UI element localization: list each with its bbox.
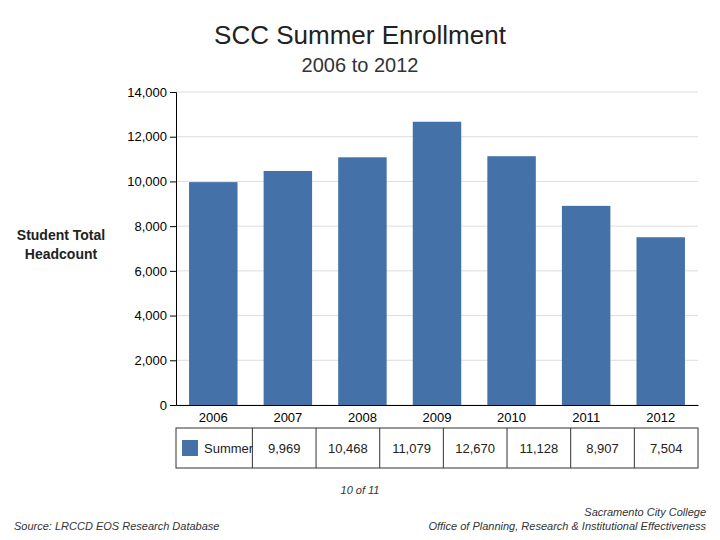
- grid: [176, 92, 698, 405]
- table-value: 7,504: [650, 441, 683, 456]
- table-value: 11,128: [519, 441, 558, 456]
- bar: [189, 182, 237, 405]
- tick: 4,000: [134, 308, 176, 323]
- legend-divider: [443, 428, 444, 468]
- title: SCC Summer Enrollment: [214, 20, 507, 50]
- tick: 6,000: [134, 264, 176, 279]
- annotation: 10 of 11: [341, 484, 380, 496]
- y-axis-label-line: Student Total: [17, 227, 105, 243]
- tick-label: 2012: [646, 410, 675, 425]
- tick: 12,000: [127, 129, 176, 144]
- tick-label: 12,000: [127, 129, 167, 144]
- tick-mark: [170, 405, 176, 406]
- bar: [338, 157, 386, 405]
- tick-mark: [170, 360, 176, 361]
- table-value: 10,468: [328, 441, 368, 456]
- y-axis-label-line: Headcount: [25, 246, 98, 262]
- tick-mark: [170, 226, 176, 227]
- tick-label: 2011: [572, 410, 600, 425]
- tick: 2008: [348, 410, 377, 425]
- table-value: 11,079: [392, 441, 431, 456]
- tick: 14,000: [127, 85, 176, 100]
- tick: 2006: [199, 410, 228, 425]
- axis-line: [170, 93, 177, 406]
- legend-divider: [379, 428, 380, 468]
- bar: [636, 237, 684, 405]
- tick: 0: [160, 398, 176, 413]
- tick-label: 10,000: [127, 174, 167, 189]
- bar: [264, 171, 312, 405]
- tick-mark: [170, 137, 176, 138]
- bar: [413, 122, 461, 405]
- grid-line: [176, 92, 698, 93]
- tick: 8,000: [134, 219, 176, 234]
- tick: 2,000: [134, 353, 176, 368]
- tick: 2012: [646, 410, 675, 425]
- axis-line: [177, 405, 699, 406]
- tick-label: 2008: [348, 410, 377, 425]
- tick-mark: [170, 181, 176, 182]
- footer: 10 of 11 Source: LRCCD EOS Research Datab…: [14, 484, 706, 532]
- tick-label: 2009: [423, 410, 452, 425]
- subtitle: 2006 to 2012: [302, 54, 419, 76]
- tick-mark: [170, 316, 176, 317]
- annotation: Sacramento City College: [584, 506, 706, 518]
- legend-divider: [316, 428, 317, 468]
- bar: [562, 206, 610, 405]
- y-axis: 0 2,000 4,000 6,000 8,000 10,000 12,000 14,000: [127, 85, 176, 413]
- tick-label: 14,000: [127, 85, 167, 100]
- tick-label: 6,000: [134, 264, 167, 279]
- tick: 2009: [423, 410, 452, 425]
- x-axis: 2006 2007 2008 2009 2010 2011 2012: [177, 406, 699, 426]
- tick-label: 2,000: [134, 353, 167, 368]
- tick-label: 2010: [497, 410, 526, 425]
- tick: 2011: [572, 410, 600, 425]
- table-value: 9,969: [268, 441, 301, 456]
- table-value: 12,670: [455, 441, 495, 456]
- tick-label: 2006: [199, 410, 228, 425]
- table-value: 8,907: [586, 441, 619, 456]
- tick-mark: [170, 271, 176, 272]
- tick-label: 2007: [273, 410, 302, 425]
- y-axis-label: Student Total Headcount: [17, 227, 105, 262]
- legend-frame: [176, 428, 698, 468]
- bar: [487, 156, 535, 405]
- legend-swatch: [182, 440, 198, 456]
- tick: 10,000: [127, 174, 176, 189]
- tick-label: 0: [160, 398, 167, 413]
- tick-label: 8,000: [134, 219, 167, 234]
- tick: 2007: [273, 410, 302, 425]
- legend: Summer 9,969 10,468 11,079 12,670 11,128 8,907…: [176, 428, 698, 468]
- legend-divider: [634, 428, 635, 468]
- tick-mark: [170, 92, 176, 93]
- tick: 2010: [497, 410, 526, 425]
- annotation: Office of Planning, Research & Instituti…: [428, 520, 706, 532]
- annotation: Source: LRCCD EOS Research Database: [14, 520, 219, 532]
- legend-divider: [570, 428, 571, 468]
- legend-divider: [507, 428, 508, 468]
- chart: SCC Summer Enrollment 2006 to 2012 0 2,000 4…: [0, 0, 720, 540]
- tick-label: 4,000: [134, 308, 167, 323]
- bars: [189, 122, 685, 405]
- plot: 0 2,000 4,000 6,000 8,000 10,000 12,000 14,000 2…: [127, 85, 698, 426]
- legend-label: Summer: [204, 441, 254, 456]
